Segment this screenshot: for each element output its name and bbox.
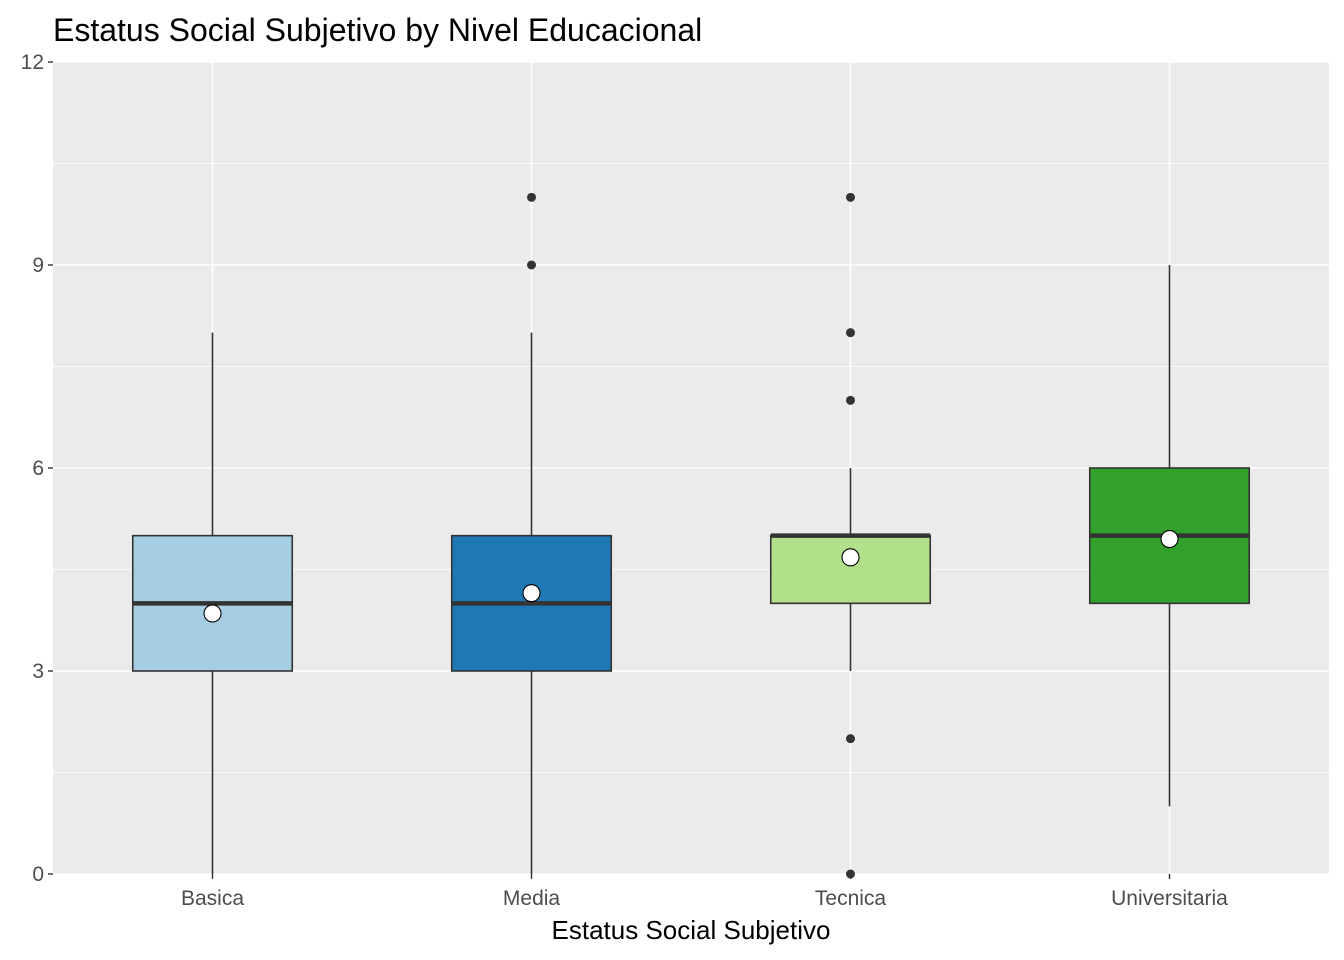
y-tick-label: 12 xyxy=(21,51,44,74)
outlier-point xyxy=(846,734,855,744)
box xyxy=(769,534,932,605)
y-tick-label: 0 xyxy=(32,863,44,886)
outlier-point xyxy=(527,192,536,202)
x-tick-label: Tecnica xyxy=(815,887,887,910)
y-tick-label: 3 xyxy=(32,660,44,683)
box-group xyxy=(1088,265,1251,807)
x-tick-label: Universitaria xyxy=(1111,887,1228,910)
x-tick-label: Media xyxy=(503,887,561,910)
mean-point xyxy=(522,584,541,603)
box-group xyxy=(131,332,294,874)
mean-point xyxy=(203,604,222,623)
y-tick-label: 9 xyxy=(32,254,44,277)
x-axis-title: Estatus Social Subjetivo xyxy=(552,915,831,945)
x-tick-label: Basica xyxy=(181,887,244,910)
chart-title: Estatus Social Subjetivo by Nivel Educac… xyxy=(53,12,702,48)
box-group xyxy=(450,192,613,874)
box-group xyxy=(769,192,932,879)
y-axis: 0 3 6 9 12 xyxy=(21,51,53,886)
outlier-point xyxy=(846,395,855,405)
x-axis: Basica Media Tecnica Universitaria xyxy=(181,874,1228,910)
outlier-point xyxy=(846,328,855,338)
outlier-point xyxy=(846,869,855,879)
outlier-point xyxy=(846,192,855,202)
y-tick-label: 6 xyxy=(32,457,44,480)
outlier-point xyxy=(527,260,536,270)
mean-point xyxy=(1160,529,1179,549)
boxes xyxy=(131,192,1251,879)
mean-point xyxy=(841,548,860,567)
